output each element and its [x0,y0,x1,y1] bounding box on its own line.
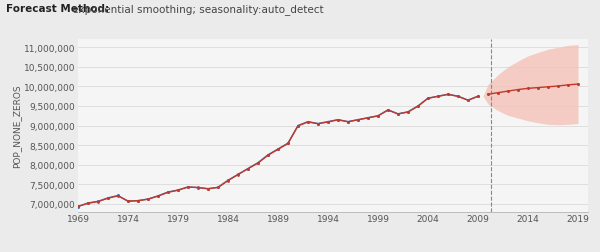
Text: exponential smoothing; seasonality:auto_detect: exponential smoothing; seasonality:auto_… [69,4,323,15]
Y-axis label: POP_NONE_ZEROS: POP_NONE_ZEROS [12,84,21,168]
Text: Forecast Method:: Forecast Method: [6,4,109,14]
